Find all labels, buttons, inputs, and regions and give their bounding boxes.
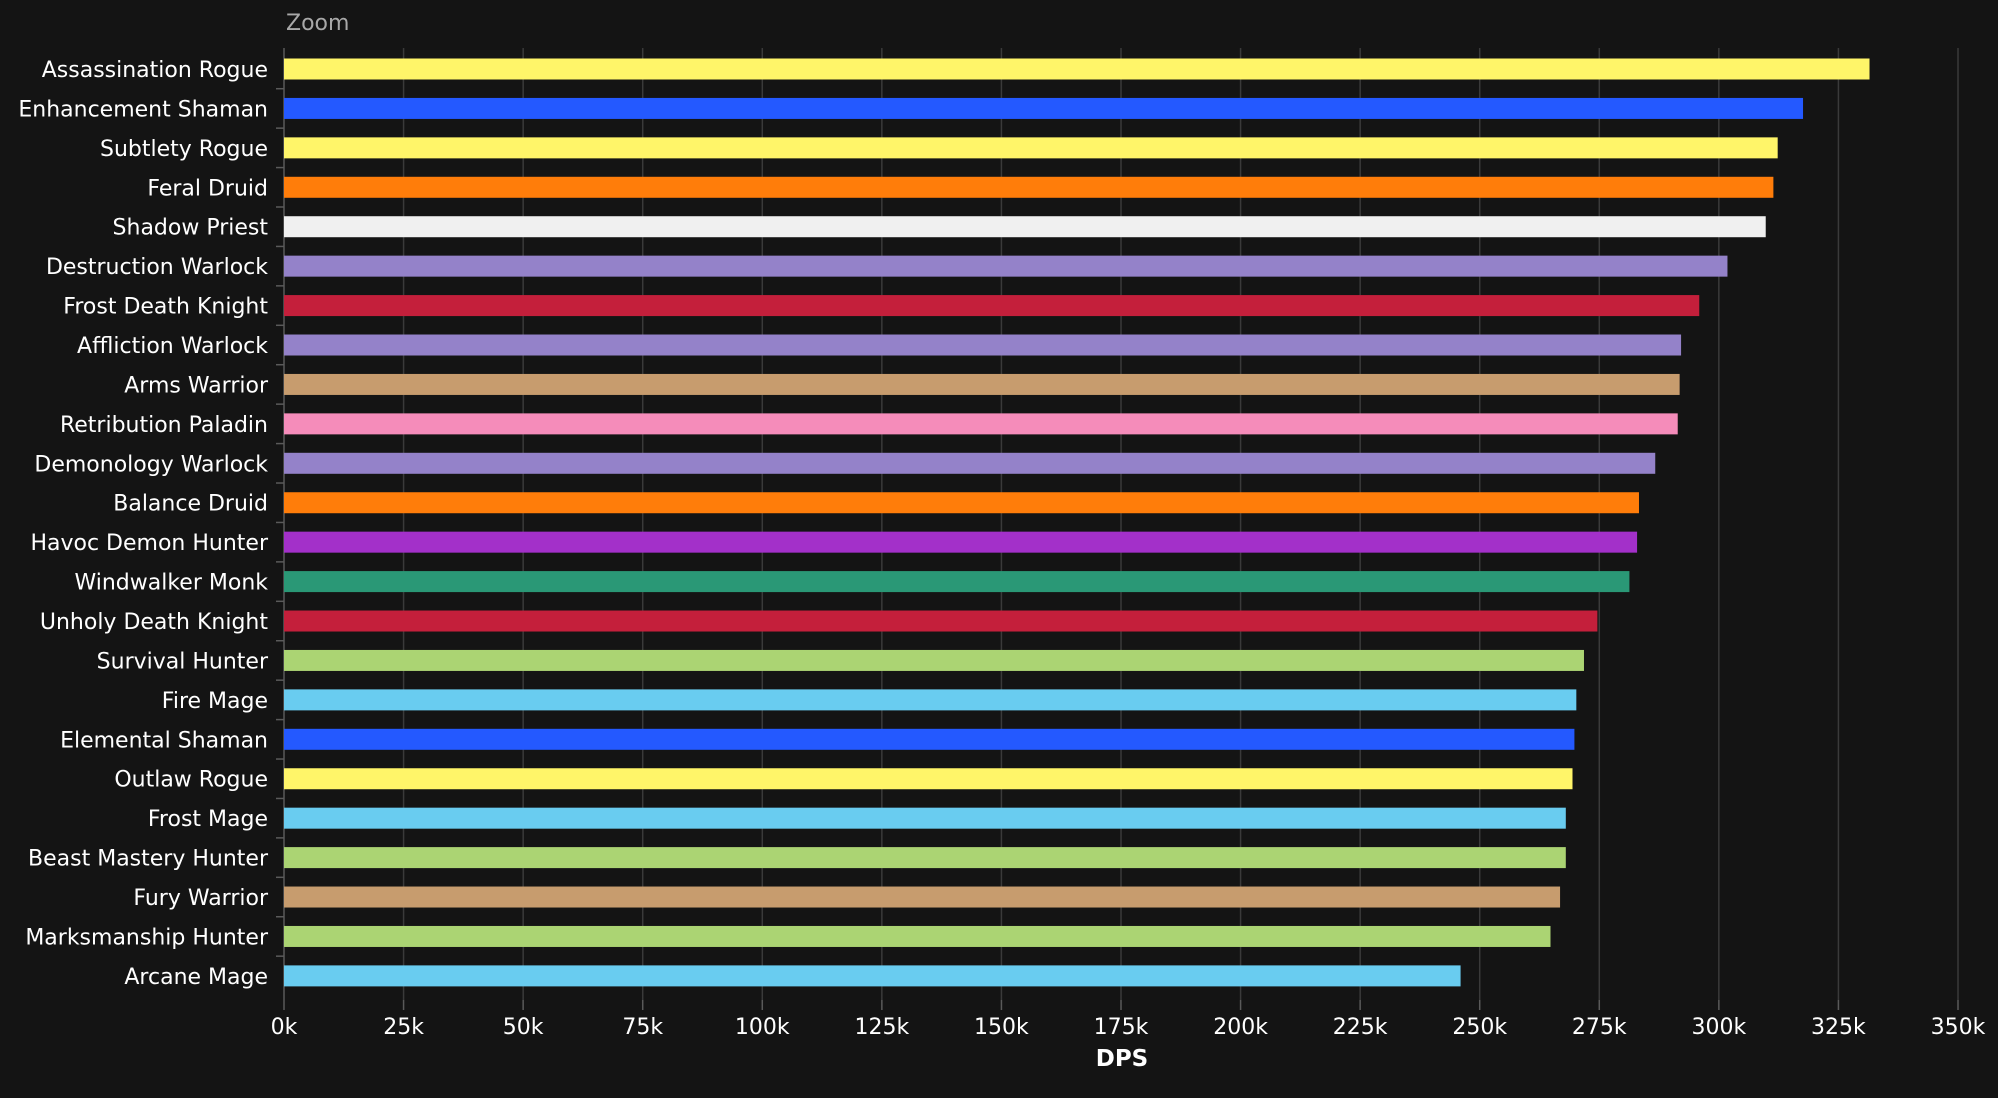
bar-enhancement-shaman	[284, 97, 1804, 119]
bar-elemental-shaman	[284, 728, 1575, 750]
category-label: Frost Mage	[148, 807, 268, 832]
category-label: Assassination Rogue	[42, 58, 268, 83]
x-tick-label: 50k	[503, 1015, 544, 1040]
bar-fire-mage	[284, 689, 1577, 711]
category-label: Marksmanship Hunter	[25, 925, 269, 950]
x-tick-label: 125k	[854, 1015, 909, 1040]
bar-arms-warrior	[284, 373, 1680, 395]
category-label: Feral Druid	[147, 176, 268, 201]
bar-marksmanship-hunter	[284, 925, 1551, 947]
category-labels: Assassination Rogue Enhancement Shaman Sub…	[18, 58, 269, 990]
category-label: Arcane Mage	[124, 965, 268, 990]
bar-beast-mastery-hunter	[284, 847, 1566, 869]
x-tick-label: 200k	[1213, 1015, 1268, 1040]
category-label: Havoc Demon Hunter	[30, 531, 268, 556]
bar-outlaw-rogue	[284, 768, 1573, 790]
category-label: Windwalker Monk	[74, 571, 268, 596]
category-label: Outlaw Rogue	[114, 768, 268, 793]
x-axis-title: DPS	[1096, 1046, 1149, 1072]
category-label: Subtlety Rogue	[100, 137, 268, 162]
category-label: Shadow Priest	[113, 216, 269, 241]
x-tick-label: 150k	[974, 1015, 1029, 1040]
x-tick-label: 100k	[735, 1015, 790, 1040]
x-tick-label: 300k	[1691, 1015, 1746, 1040]
category-label: Survival Hunter	[97, 649, 269, 674]
bar-frost-mage	[284, 807, 1566, 829]
category-label: Frost Death Knight	[63, 295, 268, 320]
category-label: Arms Warrior	[124, 373, 269, 398]
bars	[284, 58, 1870, 987]
category-label: Demonology Warlock	[34, 452, 268, 477]
zoom-button[interactable]: Zoom	[286, 11, 349, 36]
bar-fury-warrior	[284, 886, 1561, 908]
bar-destruction-warlock	[284, 255, 1728, 277]
x-tick-label: 325k	[1811, 1015, 1866, 1040]
category-label: Elemental Shaman	[60, 728, 268, 753]
category-label: Fire Mage	[162, 689, 268, 714]
category-label: Balance Druid	[113, 492, 268, 517]
x-tick-label: 75k	[622, 1015, 663, 1040]
x-tick-label: 250k	[1452, 1015, 1507, 1040]
bar-shadow-priest	[284, 216, 1766, 238]
x-axis-ticks: 0k 25k 50k 75k 100k 125k 150k 175k 200k 225k 250k 2…	[271, 87, 1986, 1040]
bar-windwalker-monk	[284, 571, 1630, 593]
category-label: Retribution Paladin	[60, 413, 268, 438]
category-label: Fury Warrior	[133, 886, 269, 911]
bar-balance-druid	[284, 492, 1639, 514]
bar-frost-death-knight	[284, 295, 1700, 317]
category-label: Enhancement Shaman	[18, 97, 268, 122]
bar-survival-hunter	[284, 649, 1584, 671]
bar-unholy-death-knight	[284, 610, 1598, 632]
bar-retribution-paladin	[284, 413, 1678, 435]
x-tick-label: 25k	[383, 1015, 424, 1040]
bar-havoc-demon-hunter	[284, 531, 1638, 553]
category-label: Destruction Warlock	[46, 255, 268, 280]
bar-feral-druid	[284, 176, 1774, 198]
bar-arcane-mage	[284, 965, 1461, 987]
bar-affliction-warlock	[284, 334, 1682, 356]
x-tick-label: 0k	[271, 1015, 298, 1040]
x-tick-label: 275k	[1572, 1015, 1627, 1040]
category-label: Unholy Death Knight	[40, 610, 268, 635]
category-label: Affliction Warlock	[77, 334, 268, 359]
x-tick-label: 175k	[1094, 1015, 1149, 1040]
x-tick-label: 350k	[1931, 1015, 1986, 1040]
bar-subtlety-rogue	[284, 137, 1778, 159]
gridlines	[283, 48, 1959, 1000]
bar-assassination-rogue	[284, 58, 1870, 80]
bar-demonology-warlock	[284, 452, 1656, 474]
category-label: Beast Mastery Hunter	[28, 847, 269, 872]
x-tick-label: 225k	[1333, 1015, 1388, 1040]
